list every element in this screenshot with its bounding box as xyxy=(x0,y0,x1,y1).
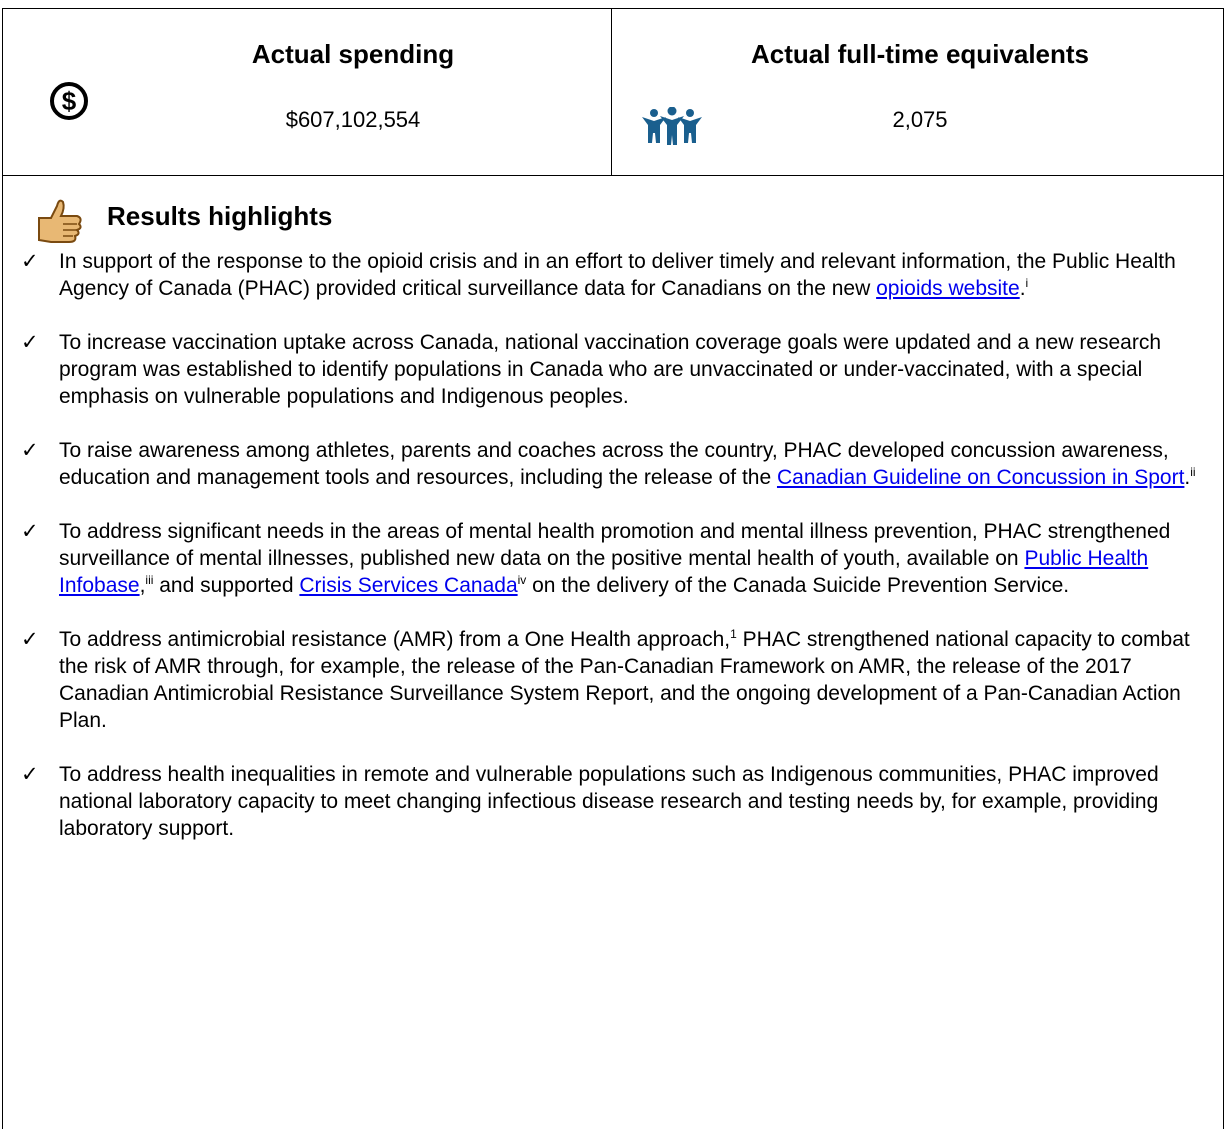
spending-title: Actual spending xyxy=(251,39,455,69)
link[interactable]: Canadian Guideline on Concussion in Spor… xyxy=(776,466,1185,489)
link[interactable]: opioids website xyxy=(876,277,1020,300)
check-mark: ✓ xyxy=(21,331,39,354)
text: In support of the response to the opioid… xyxy=(59,250,1176,300)
link[interactable]: Public Health Infobase xyxy=(59,547,1149,597)
text: To raise awareness among athletes, paren… xyxy=(59,439,1169,489)
highlights-list: ✓ In support of the response to the opioi… xyxy=(21,248,1211,869)
highlight-item: ✓ To address significant needs in the are… xyxy=(21,518,1211,599)
check-mark: ✓ xyxy=(21,763,39,786)
highlight-item: ✓ To raise awareness among athletes, pare… xyxy=(21,437,1211,491)
fte-cell: Actual full-time equivalents 2,075 xyxy=(612,9,1223,175)
text: To increase vaccination uptake across Ca… xyxy=(59,331,1162,408)
spending-value: $607,102,554 xyxy=(285,107,421,132)
footnote-ref: ii xyxy=(1190,465,1196,479)
footnote-ref: iii xyxy=(145,573,154,587)
check-mark: ✓ xyxy=(21,439,39,462)
link[interactable]: Crisis Services Canada xyxy=(299,574,518,597)
fte-value: 2,075 xyxy=(892,107,948,132)
highlights-section: Results highlights ✓ In support of the re… xyxy=(3,175,1223,840)
highlight-item: ✓ To increase vaccination uptake across C… xyxy=(21,329,1211,410)
fte-title: Actual full-time equivalents xyxy=(750,39,1090,69)
frame: $ Actual spending $607,102,554 Actual fu… xyxy=(2,8,1224,1129)
text: To address significant needs in the area… xyxy=(59,520,1171,570)
footnote-ref: i xyxy=(1025,276,1029,290)
check-mark: ✓ xyxy=(21,520,39,543)
text: , xyxy=(139,574,146,597)
dollar-icon: $ xyxy=(50,82,88,120)
people-icon xyxy=(642,107,702,145)
footnote-ref: iv xyxy=(517,573,527,587)
check-mark: ✓ xyxy=(21,250,39,273)
footnote-ref: 1 xyxy=(730,627,737,641)
highlights-title: Results highlights xyxy=(107,201,333,231)
text: To address health inequalities in remote… xyxy=(59,763,1159,840)
check-mark: ✓ xyxy=(21,628,39,651)
thumbs-up-icon xyxy=(38,199,82,243)
svg-text:$: $ xyxy=(62,86,77,116)
highlight-item: ✓ In support of the response to the opioi… xyxy=(21,248,1211,302)
text: . xyxy=(1019,277,1026,300)
text: and supported xyxy=(153,574,300,597)
text: To address antimicrobial resistance (AMR… xyxy=(59,628,731,651)
spending-cell: $ Actual spending $607,102,554 xyxy=(3,9,612,175)
text: PHAC strengthened national capacity to c… xyxy=(59,628,1190,732)
highlight-item: ✓ To address antimicrobial resistance (AM… xyxy=(21,626,1211,734)
highlight-item: ✓ To address health inequalities in remot… xyxy=(21,761,1211,842)
text: . xyxy=(1184,466,1191,489)
text: on the delivery of the Canada Suicide Pr… xyxy=(526,574,1070,597)
